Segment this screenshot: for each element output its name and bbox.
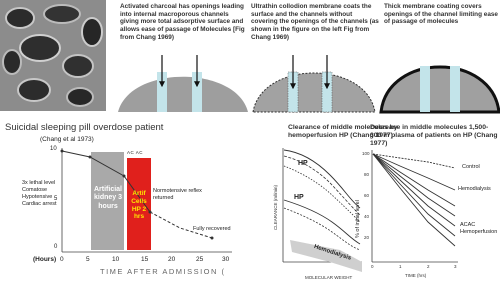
series-label: Control: [462, 164, 480, 170]
x-tick-label: 3: [454, 264, 457, 269]
cells-label: Artif Cells HP 2 hrs: [131, 190, 147, 221]
x-tick-label: 25: [196, 256, 204, 263]
recovered-label: Fully recovered: [193, 226, 231, 232]
caption: Activated charcoal has openings leading …: [120, 3, 245, 41]
note: Cardiac arrest: [22, 200, 57, 207]
x-tick-label: 10: [112, 256, 120, 263]
x-axis-label: MOLECULAR WEIGHT: [305, 275, 353, 280]
hp-label: HP: [294, 194, 304, 201]
acac-label: AC AC: [127, 150, 144, 155]
x-tick-label: 0: [371, 264, 374, 269]
x-tick-label: 2: [427, 264, 430, 269]
y-tick-label: 40: [364, 214, 370, 219]
charcoal-diagram: [118, 55, 248, 112]
series-label: ACAC Hemoperfusion: [460, 222, 498, 235]
note: 3x lethal level: [22, 180, 56, 186]
caption: Thick membrane coating covers openings o…: [384, 3, 498, 26]
note: Comatose: [22, 186, 48, 193]
series-label: Hemodialysis: [458, 186, 491, 192]
x-unit: (Hours): [33, 256, 57, 263]
decrease-chart: [371, 150, 458, 263]
y-tick-label: 20: [364, 235, 370, 240]
normotensive-label: Normotensive reflex returned: [153, 188, 202, 201]
figure-title: Decrease in middle molecules 1,500-300 i…: [370, 124, 498, 148]
figure-title: Clearance of middle molecules by hemoper…: [288, 124, 398, 140]
ultrathin-membrane-diagram: [252, 55, 376, 113]
x-tick-label: 20: [168, 256, 176, 263]
y-tick-label: 60: [364, 193, 370, 198]
thick-membrane-diagram: [379, 65, 500, 114]
figure-title: Suicidal sleeping pill overdose patient: [5, 122, 164, 133]
x-tick-label: 0: [60, 256, 64, 263]
notes: 3x lethal level Comatose Hypotensive Car…: [22, 180, 57, 208]
clearance-chart: [282, 148, 362, 272]
x-tick-label: 1: [399, 264, 402, 269]
patient-chart: [60, 148, 232, 253]
y-axis-label: CLEARANCE (ml/min): [273, 184, 278, 230]
x-tick-label: 5: [86, 256, 90, 263]
hp-label: HP: [298, 160, 308, 167]
x-axis-label: TIME AFTER ADMISSION (: [100, 267, 226, 276]
y-axis-label: % of initial level: [355, 200, 361, 238]
kidney-label: Artificial kidney 3 hours: [93, 186, 122, 210]
y-tick-label: 0: [54, 244, 58, 250]
y-tick-label: 10: [50, 146, 57, 152]
caption: Ultrathin collodion membrane coats the s…: [251, 3, 379, 41]
x-tick-label: 30: [222, 256, 230, 263]
x-axis-label: TIME (hrs): [405, 273, 427, 278]
citation: (Chang et al 1973): [40, 136, 94, 143]
x-tick-label: 15: [141, 256, 149, 263]
y-tick-label: 5: [54, 196, 58, 202]
note: Hypotensive: [22, 193, 53, 200]
sem-photo: [0, 0, 106, 111]
y-tick-label: 80: [364, 172, 370, 177]
y-tick-label: 100: [362, 151, 370, 156]
